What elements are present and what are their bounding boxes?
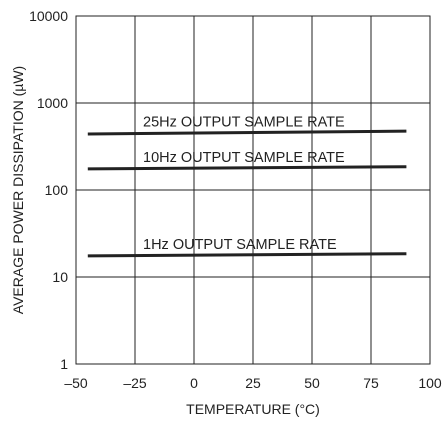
x-tick-label: 50 xyxy=(304,375,320,391)
series-line xyxy=(87,165,407,171)
y-tick-label: 1000 xyxy=(37,95,68,111)
x-tick-label: 75 xyxy=(363,375,379,391)
x-tick-label: 0 xyxy=(190,375,198,391)
y-tick-label: 10000 xyxy=(29,8,68,24)
series-line xyxy=(87,129,407,136)
tick-labels: –50 –25 0 25 50 75 100 1 10 100 1000 10000 xyxy=(29,8,442,391)
y-tick-label: 1 xyxy=(60,356,68,372)
y-tick-label: 100 xyxy=(45,182,69,198)
x-tick-label: 100 xyxy=(418,375,442,391)
x-tick-label: –50 xyxy=(64,375,88,391)
series-layer: 25Hz OUTPUT SAMPLE RATE 10Hz OUTPUT SAMPL… xyxy=(87,115,407,258)
x-axis-title: TEMPERATURE (°C) xyxy=(186,401,320,417)
grid xyxy=(76,16,430,364)
y-axis-title: AVERAGE POWER DISSIPATION (µW) xyxy=(10,66,26,314)
series-line xyxy=(87,252,407,258)
y-tick-label: 10 xyxy=(52,269,68,285)
x-tick-label: 25 xyxy=(245,375,261,391)
plot-frame xyxy=(75,15,431,365)
x-tick-label: –25 xyxy=(123,375,147,391)
series-label: 10Hz OUTPUT SAMPLE RATE xyxy=(143,150,345,166)
series-label: 25Hz OUTPUT SAMPLE RATE xyxy=(143,115,345,131)
series-label: 1Hz OUTPUT SAMPLE RATE xyxy=(143,237,337,253)
